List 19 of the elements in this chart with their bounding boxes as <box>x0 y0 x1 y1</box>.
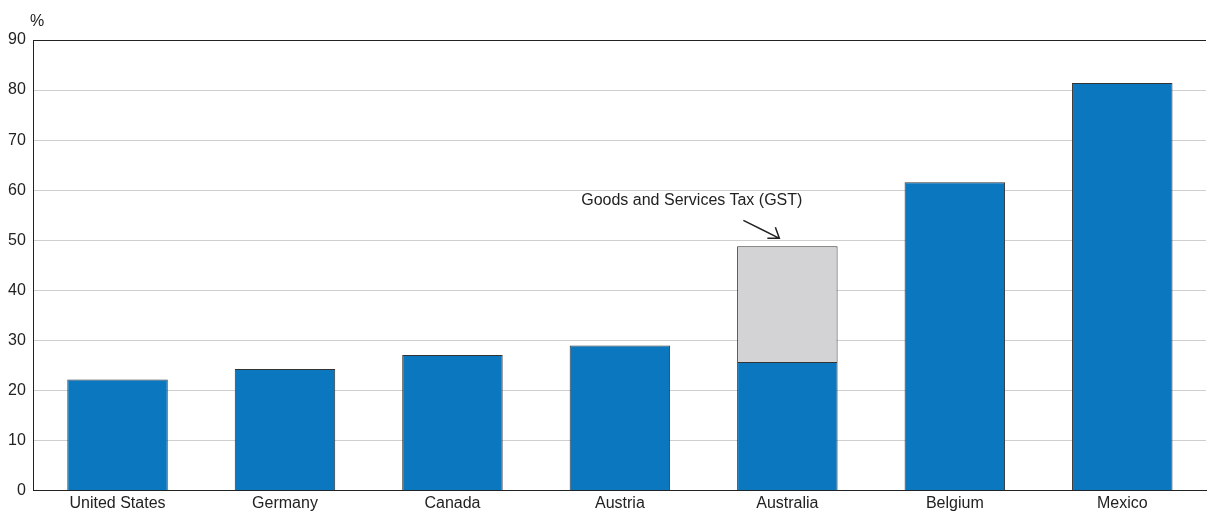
y-tick-label: 80 <box>8 80 26 98</box>
y-tick-label: 70 <box>8 130 26 148</box>
y-tick-label: 90 <box>8 30 26 48</box>
x-tick-label: Australia <box>756 493 819 511</box>
x-tick-label: Germany <box>252 493 318 511</box>
x-tick-label: Austria <box>595 493 645 511</box>
x-tick-label: Canada <box>424 493 481 511</box>
y-tick-label: 0 <box>16 481 26 499</box>
y-tick-label: 50 <box>8 230 26 248</box>
y-tick-label: 30 <box>8 330 26 348</box>
x-tick-label: Belgium <box>925 493 984 511</box>
y-axis-title: % <box>30 12 45 30</box>
y-tick-label: 10 <box>8 431 26 449</box>
x-tick-label: United States <box>69 493 166 511</box>
annotation: Goods and Services Tax (GST) <box>581 190 803 208</box>
y-tick-label: 20 <box>8 381 26 399</box>
x-tick-label: Mexico <box>1096 493 1148 511</box>
y-tick-label: 60 <box>8 180 26 198</box>
y-tick-label: 40 <box>8 280 26 298</box>
